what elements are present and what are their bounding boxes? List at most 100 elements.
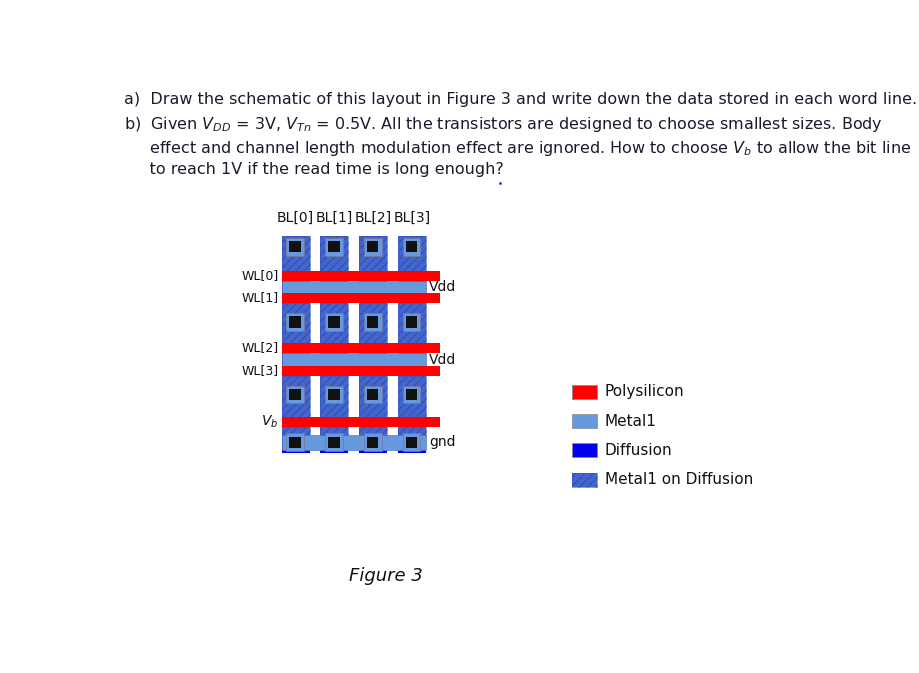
Bar bbox=[320, 236, 348, 271]
Bar bbox=[320, 304, 348, 343]
Bar bbox=[397, 376, 425, 417]
Text: b)  Given $V_{DD}$ = 3V, $V_{Tn}$ = 0.5V. All the transistors are designed to ch: b) Given $V_{DD}$ = 3V, $V_{Tn}$ = 0.5V.… bbox=[124, 114, 882, 134]
Bar bbox=[289, 241, 301, 252]
Bar bbox=[281, 435, 425, 450]
Bar bbox=[358, 304, 387, 343]
Bar bbox=[405, 389, 417, 400]
Bar bbox=[397, 236, 425, 454]
Bar bbox=[572, 414, 596, 428]
Bar bbox=[320, 304, 348, 343]
Bar bbox=[358, 236, 387, 271]
Bar bbox=[572, 472, 596, 487]
Text: $V_b$: $V_b$ bbox=[261, 414, 278, 430]
Bar bbox=[397, 427, 425, 435]
Bar bbox=[358, 376, 387, 417]
Bar bbox=[320, 376, 348, 417]
Bar bbox=[281, 236, 309, 271]
Bar bbox=[281, 271, 439, 281]
Bar bbox=[328, 437, 339, 448]
Bar bbox=[358, 376, 387, 417]
Bar bbox=[281, 353, 425, 365]
Bar bbox=[405, 437, 417, 448]
Bar bbox=[286, 433, 304, 451]
Bar bbox=[328, 241, 339, 252]
Bar bbox=[367, 437, 378, 448]
Text: Vdd: Vdd bbox=[428, 353, 456, 367]
Bar bbox=[281, 236, 309, 271]
Bar bbox=[397, 304, 425, 343]
Text: Diffusion: Diffusion bbox=[604, 443, 672, 458]
Bar bbox=[358, 236, 387, 271]
Bar bbox=[281, 343, 439, 353]
Text: WL[0]: WL[0] bbox=[241, 269, 278, 282]
Bar bbox=[367, 389, 378, 400]
Bar bbox=[405, 316, 417, 328]
Bar bbox=[320, 427, 348, 435]
Bar bbox=[397, 376, 425, 417]
Text: WL[3]: WL[3] bbox=[241, 364, 278, 377]
Bar bbox=[286, 386, 304, 403]
Bar bbox=[289, 316, 301, 328]
Bar bbox=[363, 386, 381, 403]
Bar bbox=[281, 293, 439, 304]
Bar bbox=[281, 427, 309, 435]
Text: BL[3]: BL[3] bbox=[392, 211, 430, 225]
Bar bbox=[397, 304, 425, 343]
Bar bbox=[320, 376, 348, 417]
Bar bbox=[403, 238, 420, 256]
Bar bbox=[572, 444, 596, 457]
Bar bbox=[572, 385, 596, 399]
Text: BL[0]: BL[0] bbox=[277, 211, 313, 225]
Bar bbox=[358, 236, 387, 454]
Bar bbox=[403, 433, 420, 451]
Bar bbox=[358, 427, 387, 435]
Bar bbox=[324, 433, 343, 451]
Bar bbox=[281, 281, 425, 293]
Bar bbox=[281, 304, 309, 343]
Bar bbox=[363, 314, 381, 331]
Bar bbox=[324, 238, 343, 256]
Text: Polysilicon: Polysilicon bbox=[604, 384, 684, 399]
Bar bbox=[397, 236, 425, 271]
Bar bbox=[363, 433, 381, 451]
Bar bbox=[286, 238, 304, 256]
Bar bbox=[397, 427, 425, 435]
Bar bbox=[328, 389, 339, 400]
Bar bbox=[289, 437, 301, 448]
Text: BL[2]: BL[2] bbox=[354, 211, 391, 225]
Bar bbox=[324, 314, 343, 331]
Bar bbox=[405, 241, 417, 252]
Bar bbox=[363, 238, 381, 256]
Text: effect and channel length modulation effect are ignored. How to choose $V_b$ to : effect and channel length modulation eff… bbox=[124, 139, 911, 157]
Bar bbox=[281, 365, 439, 376]
Bar bbox=[397, 236, 425, 271]
Bar bbox=[286, 314, 304, 331]
Bar bbox=[320, 236, 348, 454]
Bar bbox=[358, 304, 387, 343]
Bar bbox=[320, 236, 348, 271]
Bar bbox=[403, 314, 420, 331]
Bar bbox=[367, 316, 378, 328]
Bar bbox=[281, 236, 309, 454]
Bar bbox=[358, 427, 387, 435]
Bar bbox=[403, 386, 420, 403]
Text: gnd: gnd bbox=[428, 435, 455, 449]
Text: BL[1]: BL[1] bbox=[315, 211, 353, 225]
Text: to reach 1V if the read time is long enough?: to reach 1V if the read time is long eno… bbox=[124, 162, 504, 178]
Bar bbox=[281, 417, 439, 427]
Text: WL[2]: WL[2] bbox=[241, 341, 278, 355]
Text: WL[1]: WL[1] bbox=[241, 291, 278, 304]
Text: a)  Draw the schematic of this layout in Figure 3 and write down the data stored: a) Draw the schematic of this layout in … bbox=[124, 92, 916, 106]
Bar bbox=[324, 386, 343, 403]
Bar bbox=[281, 376, 309, 417]
Text: Vdd: Vdd bbox=[428, 280, 456, 294]
Bar bbox=[572, 472, 596, 487]
Bar bbox=[289, 389, 301, 400]
Bar bbox=[367, 241, 378, 252]
Bar bbox=[320, 427, 348, 435]
Bar bbox=[281, 427, 309, 435]
Text: Metal1: Metal1 bbox=[604, 414, 656, 429]
Bar bbox=[281, 304, 309, 343]
Text: Metal1 on Diffusion: Metal1 on Diffusion bbox=[604, 472, 753, 487]
Bar bbox=[281, 376, 309, 417]
